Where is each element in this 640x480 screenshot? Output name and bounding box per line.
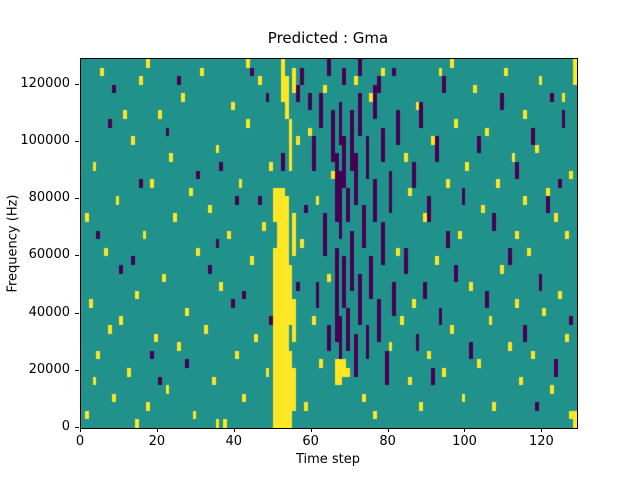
- y-tick-mark: [75, 255, 79, 257]
- y-tick-mark: [75, 427, 79, 428]
- heatmap-canvas: [81, 59, 577, 428]
- x-tick-mark: [541, 428, 543, 432]
- x-tick-label: 100: [452, 434, 477, 449]
- y-tick-mark: [75, 198, 79, 200]
- x-tick-label: 60: [302, 434, 319, 449]
- y-tick-mark: [75, 140, 79, 142]
- x-tick-mark: [310, 428, 312, 432]
- x-tick-label: 120: [528, 434, 554, 449]
- x-tick-label: 0: [75, 434, 85, 449]
- x-axis-label: Time step: [295, 452, 361, 467]
- y-tick-label: 40000: [28, 304, 70, 320]
- x-tick-mark: [156, 428, 158, 432]
- x-tick-mark: [233, 428, 235, 432]
- y-tick-label: 80000: [28, 190, 70, 206]
- chart-title: Predicted : Gma: [267, 29, 389, 47]
- y-tick-label: 0: [61, 419, 70, 434]
- x-tick-label: 40: [225, 434, 243, 449]
- x-tick-mark: [80, 428, 81, 432]
- y-tick-mark: [75, 312, 79, 314]
- x-tick-label: 80: [379, 434, 396, 449]
- x-tick-label: 20: [148, 434, 166, 449]
- x-tick-mark: [387, 428, 389, 432]
- y-tick-mark: [75, 369, 79, 371]
- y-tick-label: 120000: [20, 75, 70, 91]
- y-tick-mark: [75, 83, 79, 85]
- plot-area: [80, 58, 578, 429]
- y-tick-label: 100000: [20, 132, 70, 148]
- y-tick-label: 60000: [28, 247, 70, 263]
- x-tick-mark: [464, 428, 466, 432]
- y-tick-label: 20000: [28, 361, 70, 377]
